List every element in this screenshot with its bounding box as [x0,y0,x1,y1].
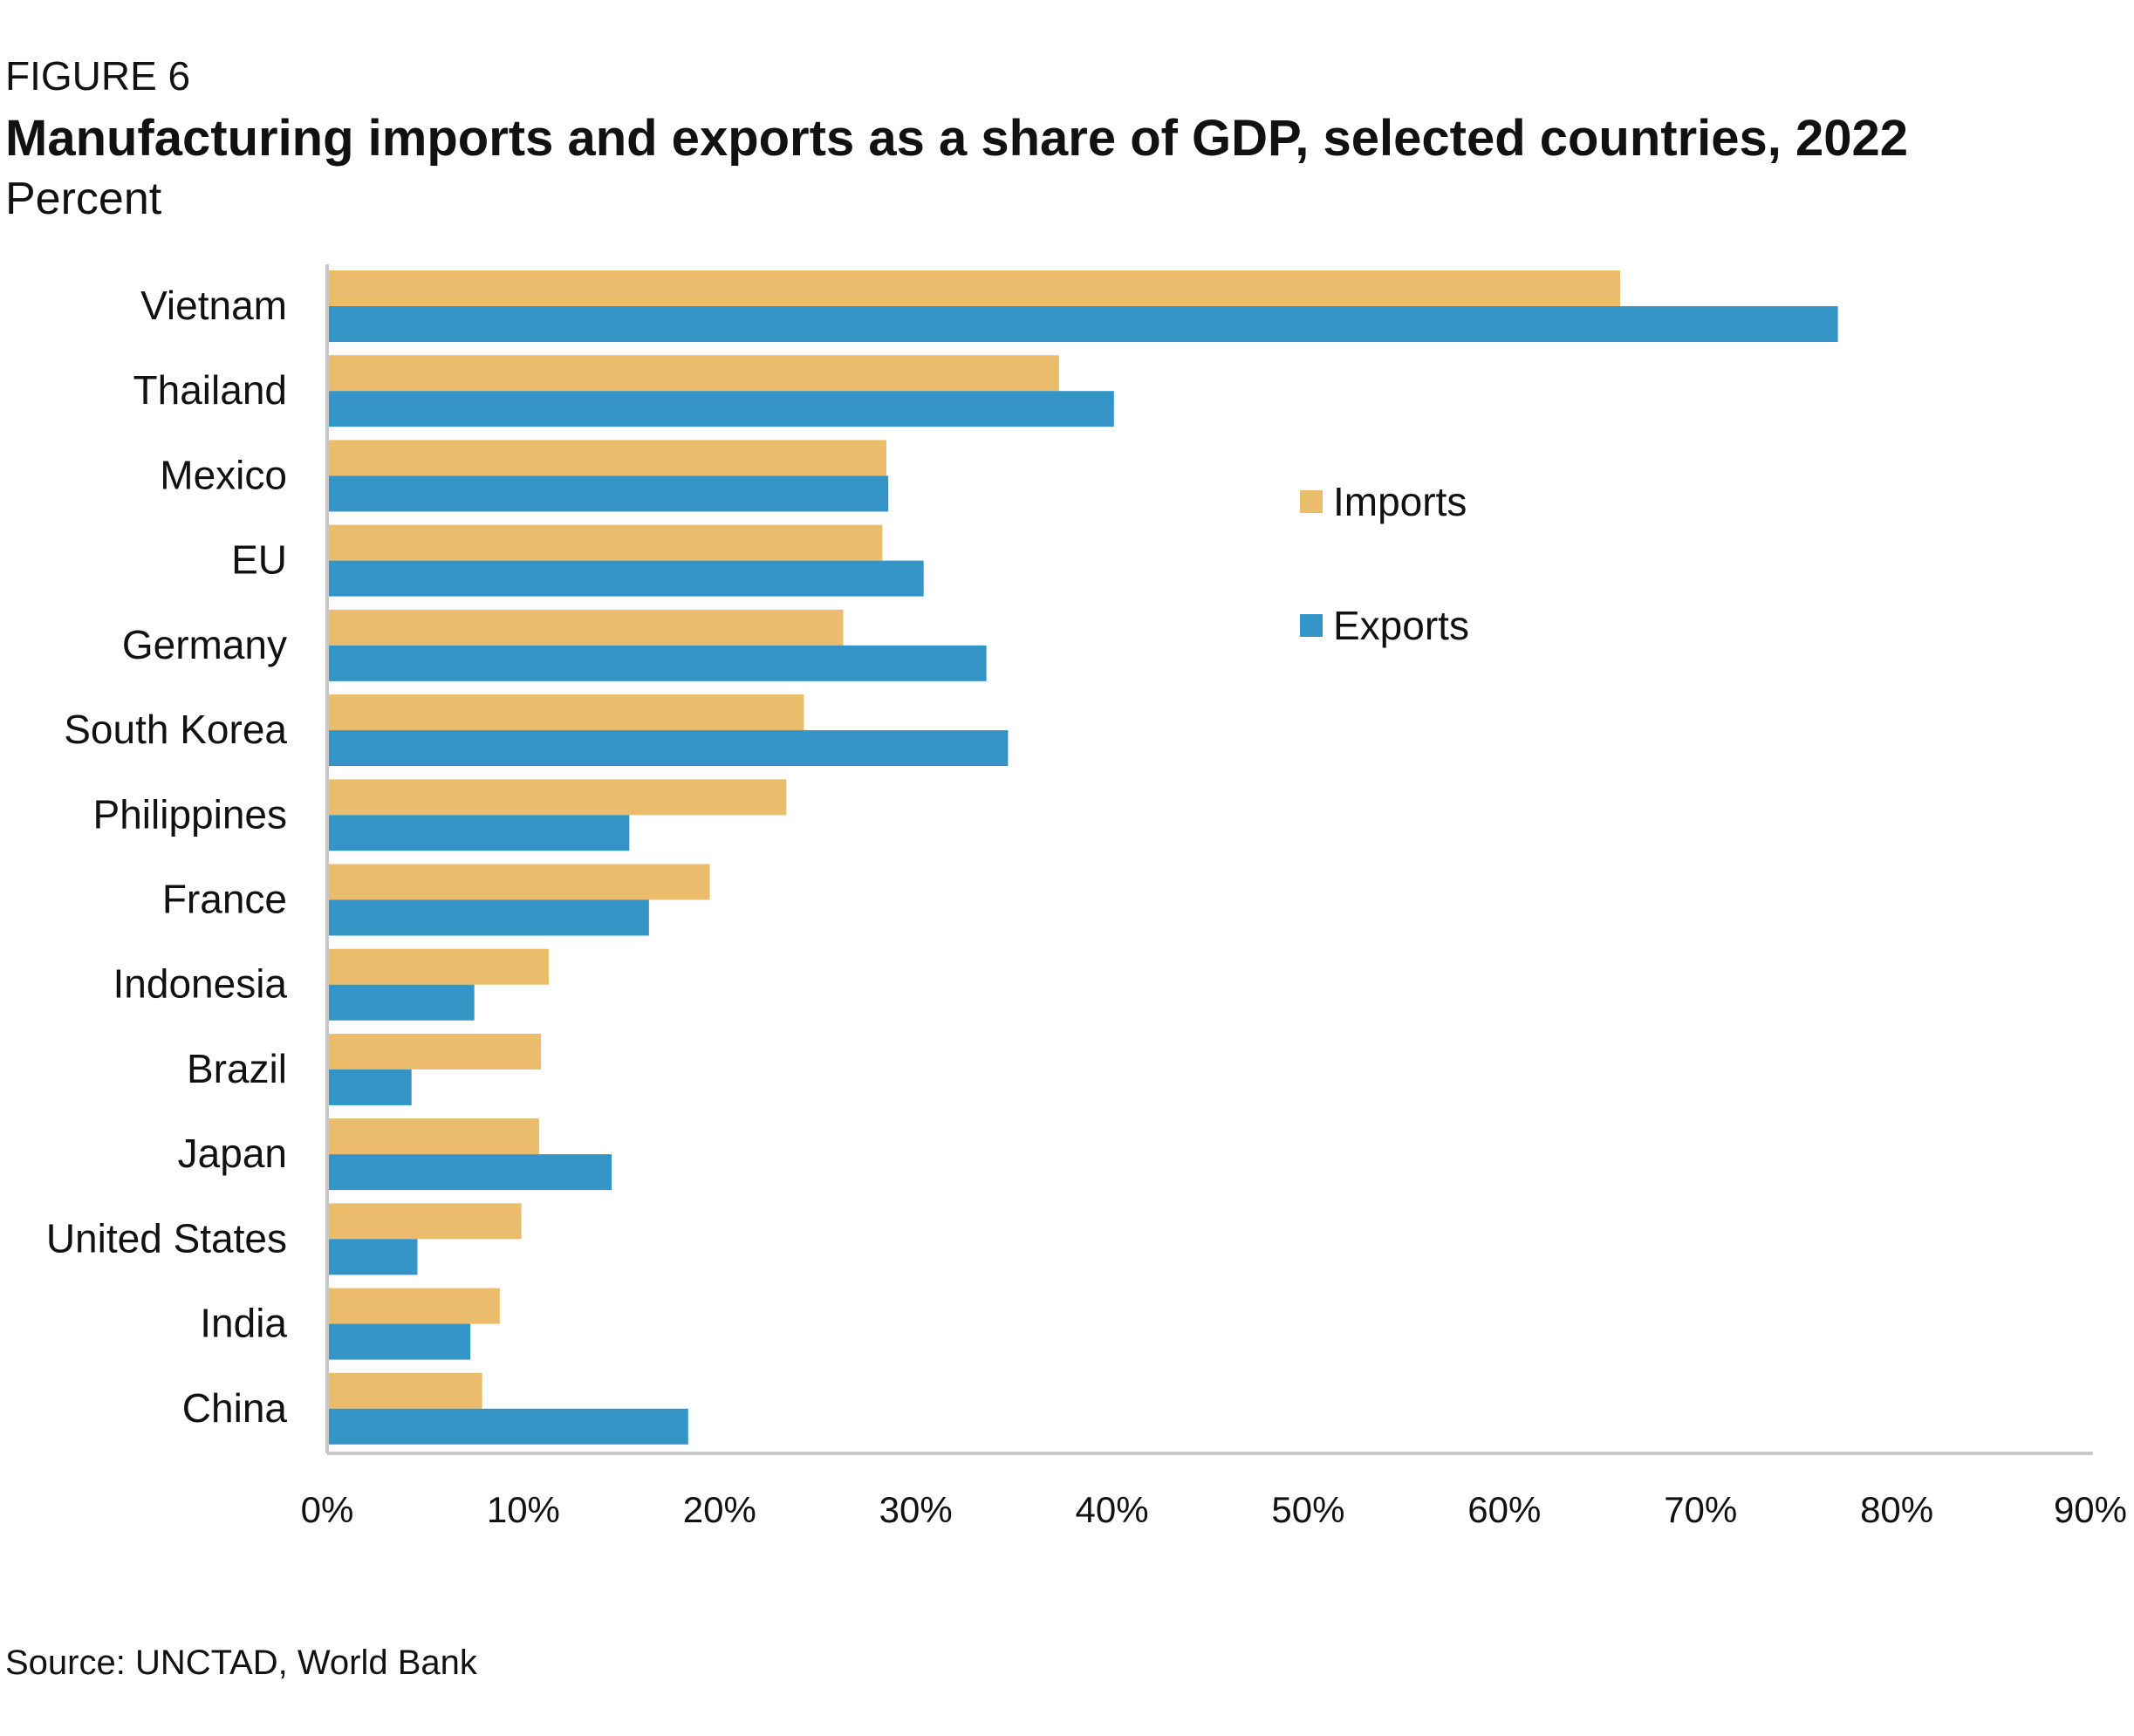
bar-exports-china [327,1408,688,1445]
bar-exports-thailand [327,391,1114,427]
category-label-mexico: Mexico [160,452,287,497]
x-tick-label: 20% [683,1489,756,1530]
x-tick-label: 10% [487,1489,560,1530]
x-tick-label: 30% [879,1489,953,1530]
legend-swatch-imports [1300,490,1323,513]
bar-imports-united-states [327,1203,522,1240]
bar-imports-germany [327,609,844,646]
category-label-philippines: Philippines [93,791,287,837]
bar-imports-indonesia [327,948,550,985]
bar-exports-india [327,1323,471,1360]
bar-exports-mexico [327,475,889,512]
category-labels: Vietnam Thailand Mexico EU Germany South Kore… [46,283,288,1431]
bar-imports-japan [327,1118,539,1155]
x-tick-label: 90% [2054,1489,2127,1530]
category-label-china: China [182,1385,288,1431]
bar-imports-india [327,1288,500,1324]
category-label-germany: Germany [122,622,287,667]
figure-label: FIGURE 6 [5,53,191,99]
bar-imports-brazil [327,1033,542,1070]
bar-exports-south-korea [327,730,1009,767]
legend-label-imports: Imports [1333,479,1467,524]
legend-swatch-exports [1300,614,1323,637]
category-label-brazil: Brazil [187,1046,287,1091]
bar-imports-vietnam [327,270,1621,306]
category-label-india: India [200,1301,287,1346]
bar-exports-germany [327,645,987,681]
category-label-thailand: Thailand [133,367,287,413]
bar-exports-vietnam [327,306,1838,342]
bar-imports-mexico [327,440,886,476]
x-tick-label: 60% [1467,1489,1541,1530]
bar-imports-eu [327,524,883,561]
bar-imports-china [327,1372,482,1409]
category-label-south-korea: South Korea [64,707,287,752]
source-note: Source: UNCTAD, World Bank [5,1644,477,1682]
x-tick-label: 0% [301,1489,354,1530]
axes-group [325,264,2093,1455]
bar-imports-thailand [327,355,1059,392]
category-label-vietnam: Vietnam [140,283,287,328]
bar-imports-france [327,864,710,900]
category-label-eu: EU [231,537,287,583]
legend: Imports Exports [1300,479,1469,648]
bar-exports-philippines [327,815,630,851]
x-tick-label: 70% [1664,1489,1737,1530]
category-label-france: France [162,877,287,922]
x-tick-labels: 0% 10% 20% 30% 40% 50% 60% 70% 80% 90% [301,1489,2127,1530]
category-label-united-states: United States [46,1215,287,1261]
bar-exports-japan [327,1154,612,1191]
bar-exports-united-states [327,1239,418,1275]
x-tick-label: 50% [1271,1489,1344,1530]
x-tick-label: 80% [1860,1489,1933,1530]
bar-exports-france [327,899,649,936]
chart-title: Manufacturing imports and exports as a s… [5,110,1909,167]
x-tick-label: 40% [1076,1489,1149,1530]
bar-imports-philippines [327,779,787,816]
category-label-japan: Japan [178,1131,287,1176]
legend-label-exports: Exports [1333,603,1469,648]
bar-exports-eu [327,560,924,597]
category-label-indonesia: Indonesia [113,961,288,1007]
chart-subtitle: Percent [5,174,162,224]
bar-exports-brazil [327,1069,412,1105]
bar-exports-indonesia [327,984,475,1021]
bars-group [327,270,1838,1445]
bar-imports-south-korea [327,694,804,731]
